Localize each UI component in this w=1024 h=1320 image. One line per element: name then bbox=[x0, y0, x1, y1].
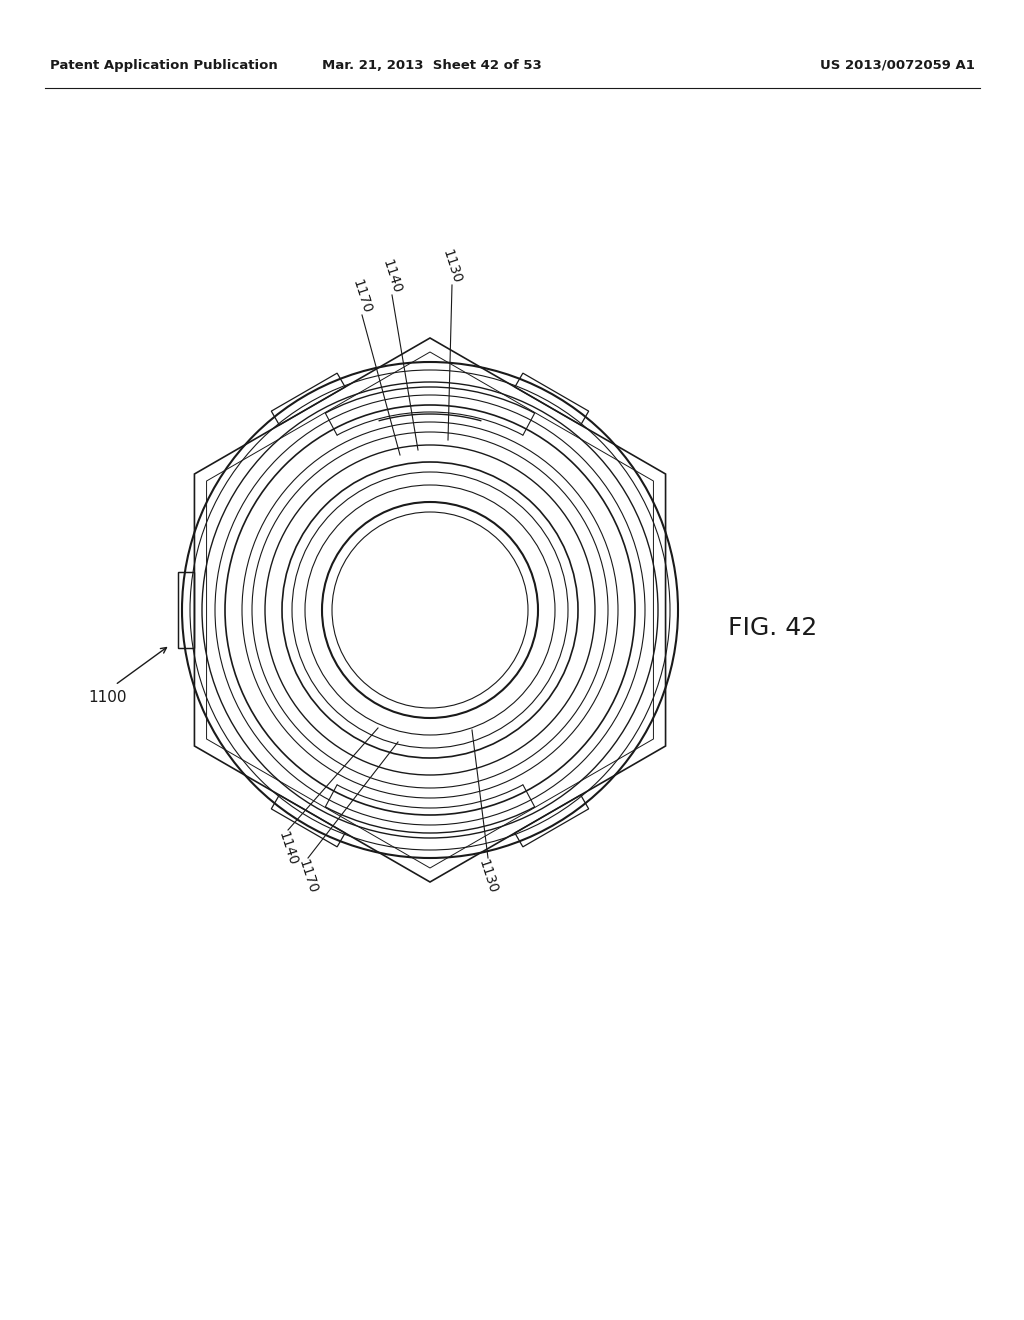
Text: 1140: 1140 bbox=[380, 257, 404, 294]
Text: 1100: 1100 bbox=[88, 690, 127, 705]
Text: Patent Application Publication: Patent Application Publication bbox=[50, 59, 278, 73]
Text: 1130: 1130 bbox=[440, 247, 464, 285]
Text: FIG. 42: FIG. 42 bbox=[728, 616, 817, 640]
Text: 1140: 1140 bbox=[275, 830, 300, 867]
Text: 1170: 1170 bbox=[296, 858, 321, 896]
Text: 1170: 1170 bbox=[350, 277, 374, 315]
Text: US 2013/0072059 A1: US 2013/0072059 A1 bbox=[820, 59, 975, 73]
Text: 1130: 1130 bbox=[476, 858, 500, 896]
Text: Mar. 21, 2013  Sheet 42 of 53: Mar. 21, 2013 Sheet 42 of 53 bbox=[323, 59, 542, 73]
